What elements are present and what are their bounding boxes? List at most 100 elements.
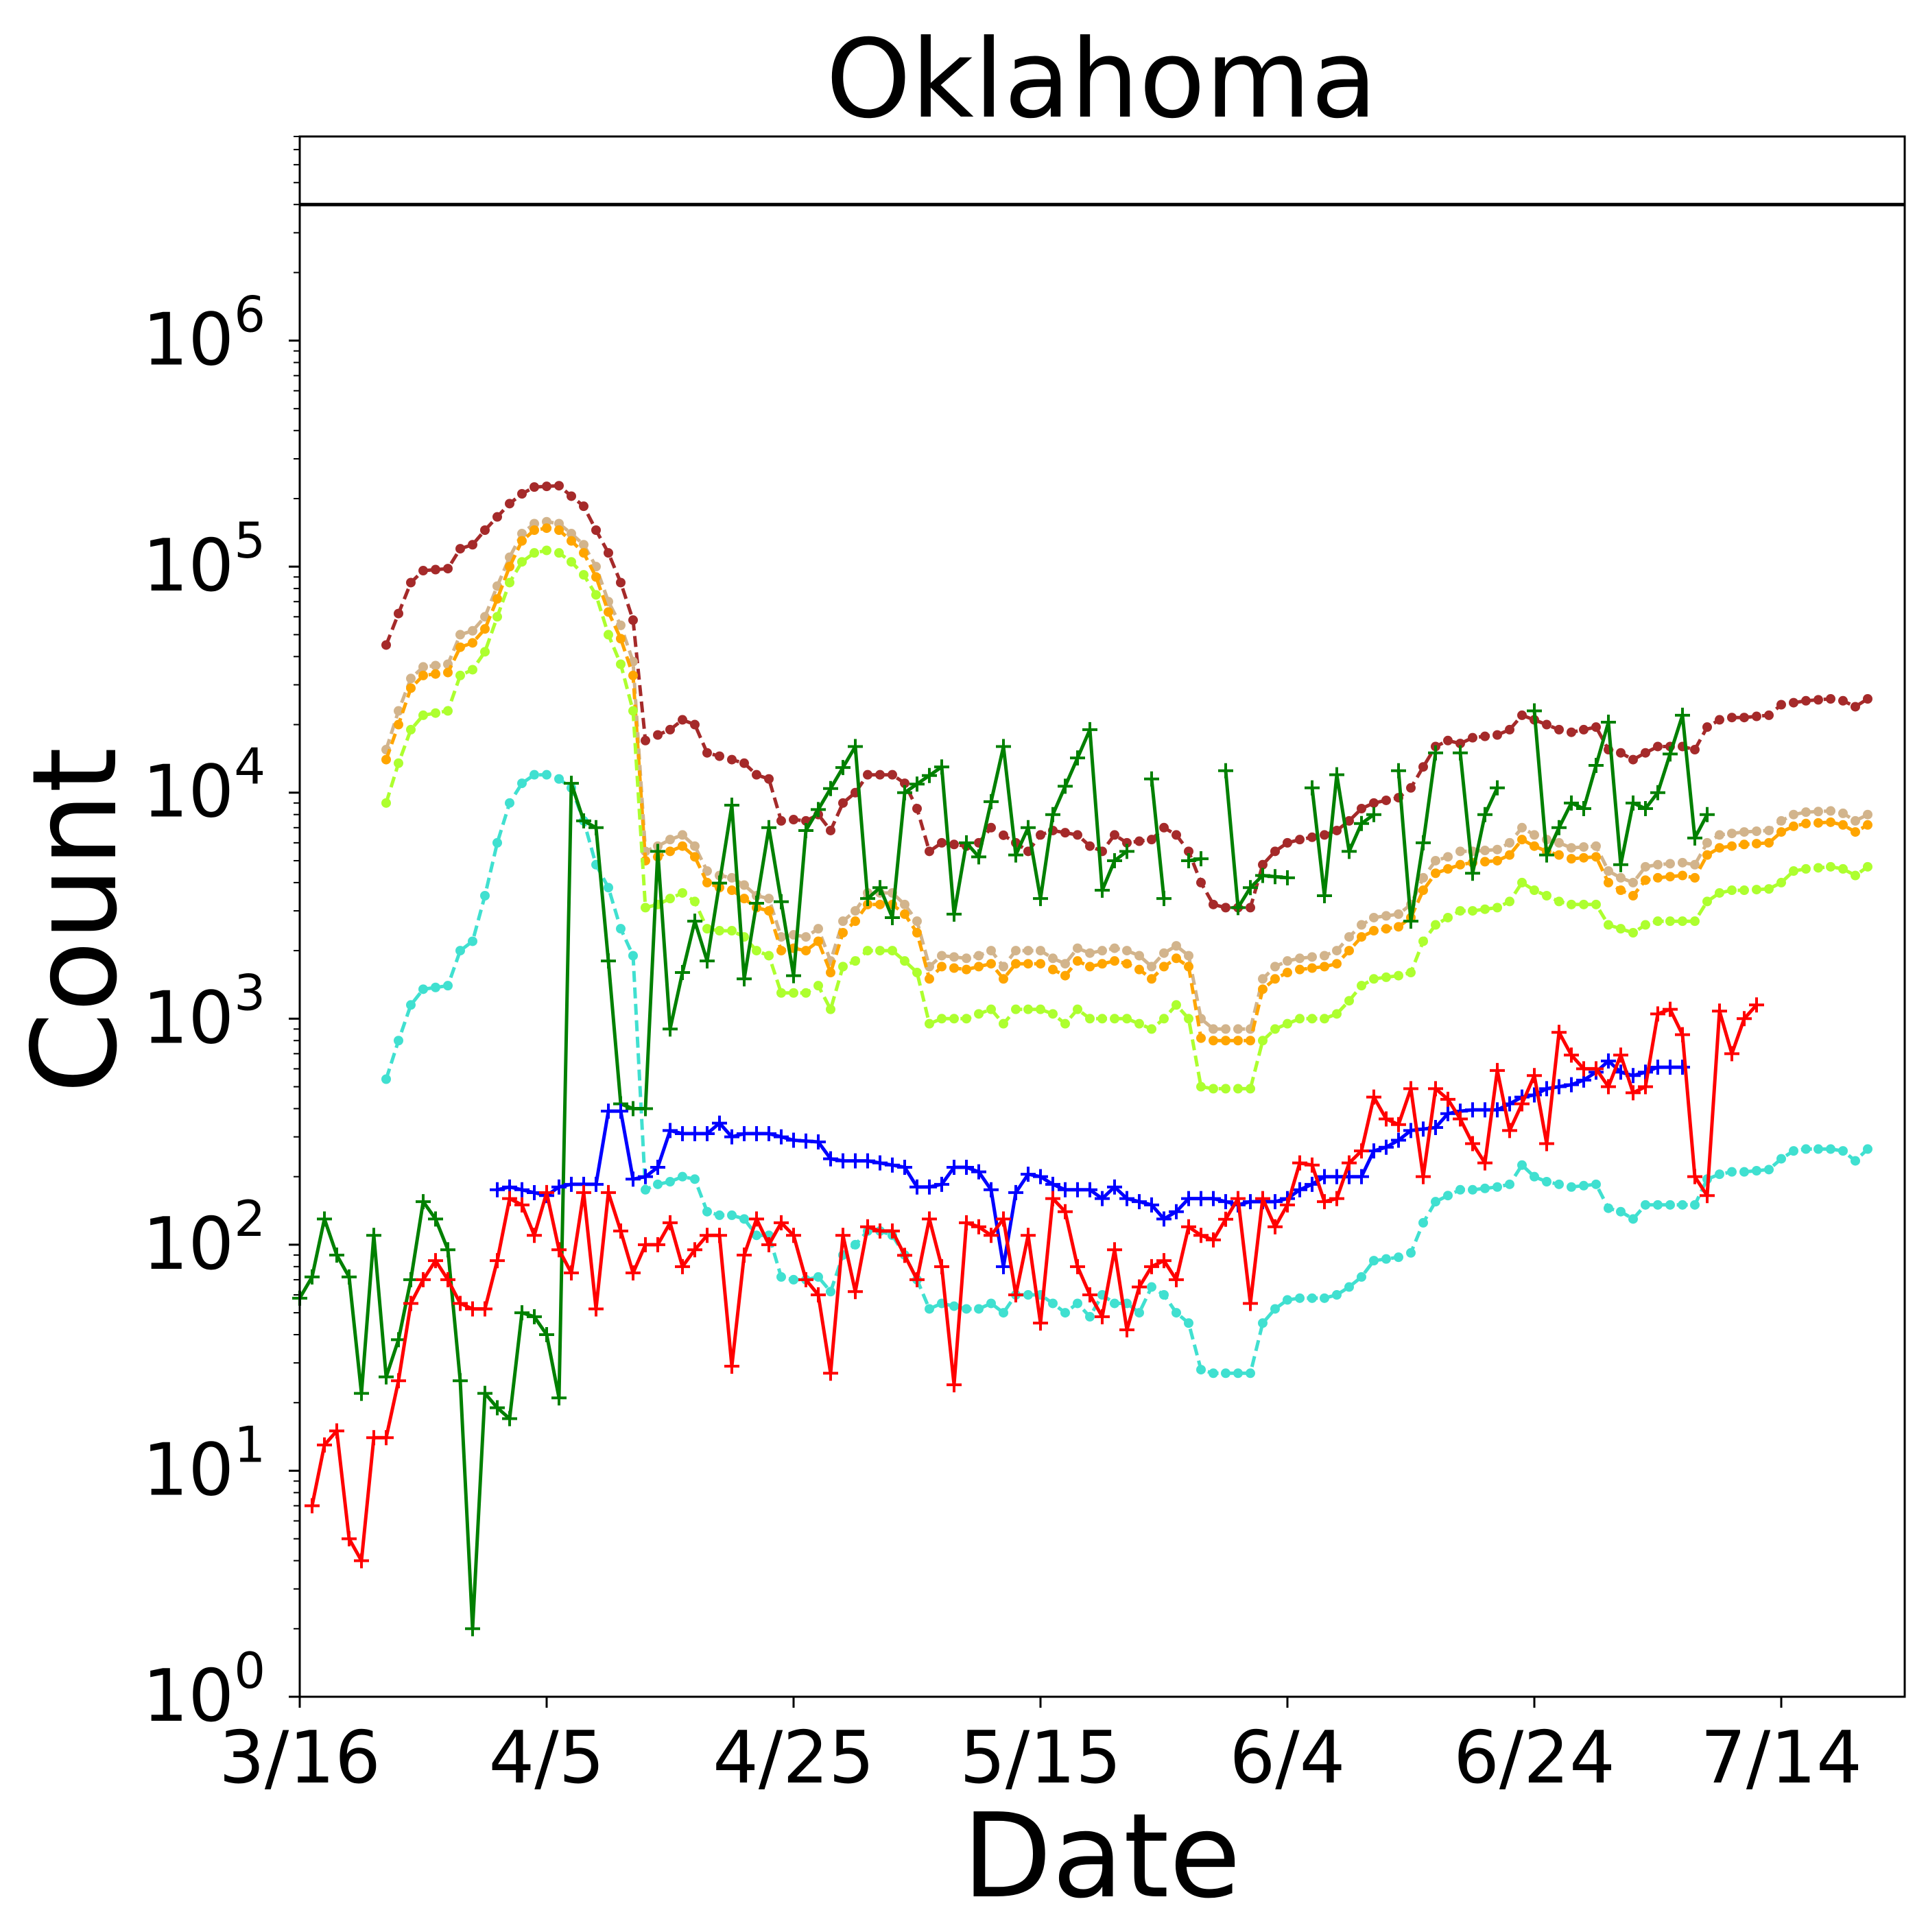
data-point xyxy=(1418,872,1428,883)
data-point xyxy=(1181,852,1196,868)
data-point xyxy=(453,1296,468,1311)
data-point xyxy=(1739,885,1749,896)
data-point xyxy=(1060,1308,1070,1318)
data-point xyxy=(1366,1089,1381,1105)
data-point xyxy=(477,1385,492,1401)
data-point xyxy=(1196,877,1206,887)
data-point xyxy=(665,894,675,904)
data-point xyxy=(1230,1191,1246,1206)
data-point xyxy=(1048,953,1058,964)
data-point xyxy=(505,499,514,509)
data-point xyxy=(1246,1036,1255,1046)
data-point xyxy=(1391,1117,1406,1132)
data-point xyxy=(1727,885,1737,896)
data-point xyxy=(776,815,786,826)
data-point xyxy=(826,825,835,835)
x-tick-label: 7/14 xyxy=(1700,1716,1862,1800)
data-point xyxy=(1653,916,1663,927)
data-point xyxy=(1357,932,1366,942)
data-point xyxy=(1134,1308,1144,1318)
data-point xyxy=(551,1390,567,1406)
data-point xyxy=(455,642,465,652)
data-point xyxy=(1048,1009,1058,1019)
data-point xyxy=(665,846,675,857)
data-point xyxy=(1712,1003,1727,1019)
data-point xyxy=(678,841,687,851)
data-point xyxy=(1702,896,1712,907)
data-point xyxy=(406,577,416,588)
data-point xyxy=(1690,916,1700,927)
data-point xyxy=(962,1014,971,1024)
data-point xyxy=(1715,843,1724,853)
data-point xyxy=(1490,780,1505,796)
data-point xyxy=(949,963,959,973)
data-point xyxy=(1011,946,1021,956)
data-point xyxy=(1073,956,1082,966)
data-point xyxy=(1542,719,1551,730)
data-point xyxy=(381,1074,391,1084)
data-point xyxy=(690,719,700,730)
data-point xyxy=(900,778,909,789)
data-point xyxy=(1406,1248,1416,1258)
data-point xyxy=(391,1373,406,1389)
data-point xyxy=(1418,885,1428,896)
data-point xyxy=(468,936,477,946)
data-point xyxy=(739,880,749,890)
data-point xyxy=(455,946,465,956)
data-point xyxy=(702,748,712,758)
data-point xyxy=(875,946,885,956)
data-point xyxy=(1255,1191,1270,1206)
data-point xyxy=(925,846,934,857)
data-point xyxy=(1344,815,1354,826)
data-point xyxy=(1665,859,1675,869)
data-point xyxy=(1329,1191,1344,1206)
data-point xyxy=(1851,1156,1860,1166)
data-point xyxy=(823,1365,838,1381)
data-point xyxy=(959,1160,974,1176)
data-point xyxy=(1258,1036,1268,1046)
data-point xyxy=(947,906,962,922)
data-point xyxy=(1505,837,1514,848)
data-point xyxy=(1737,1011,1752,1027)
data-point xyxy=(1305,1157,1320,1173)
data-point xyxy=(1527,703,1542,719)
data-point xyxy=(1379,1111,1394,1127)
data-point xyxy=(1354,1169,1369,1184)
data-point xyxy=(1663,746,1678,762)
data-point xyxy=(774,894,789,909)
data-point xyxy=(937,1014,947,1024)
data-point xyxy=(1196,1365,1206,1375)
data-point xyxy=(838,798,848,808)
data-point xyxy=(678,715,687,725)
data-point xyxy=(1070,1259,1085,1274)
data-point xyxy=(715,1210,724,1220)
data-point xyxy=(1776,827,1786,837)
data-point xyxy=(1440,1106,1455,1121)
data-point xyxy=(1008,847,1023,863)
data-point xyxy=(1789,1146,1798,1156)
data-point xyxy=(1033,1169,1048,1184)
data-point xyxy=(798,1272,813,1287)
data-point xyxy=(1764,1165,1774,1175)
data-point xyxy=(641,903,650,913)
data-point xyxy=(406,1000,416,1010)
data-point xyxy=(1776,815,1786,826)
data-point xyxy=(1048,1298,1058,1309)
data-point xyxy=(1171,953,1181,964)
data-point xyxy=(1246,903,1255,913)
data-point xyxy=(1554,837,1564,848)
data-point xyxy=(1641,875,1650,885)
data-point xyxy=(1156,1253,1171,1269)
data-point xyxy=(1801,807,1811,818)
data-point xyxy=(1813,818,1823,828)
data-point xyxy=(1431,920,1440,930)
data-point xyxy=(1675,1027,1690,1042)
data-point xyxy=(1678,916,1687,927)
data-point xyxy=(1591,1179,1601,1189)
data-point xyxy=(1641,861,1650,872)
data-point xyxy=(1813,695,1823,705)
data-point xyxy=(1110,830,1119,840)
x-tick-label: 4/5 xyxy=(489,1716,605,1800)
data-point xyxy=(1110,943,1119,953)
data-point xyxy=(1023,959,1033,969)
